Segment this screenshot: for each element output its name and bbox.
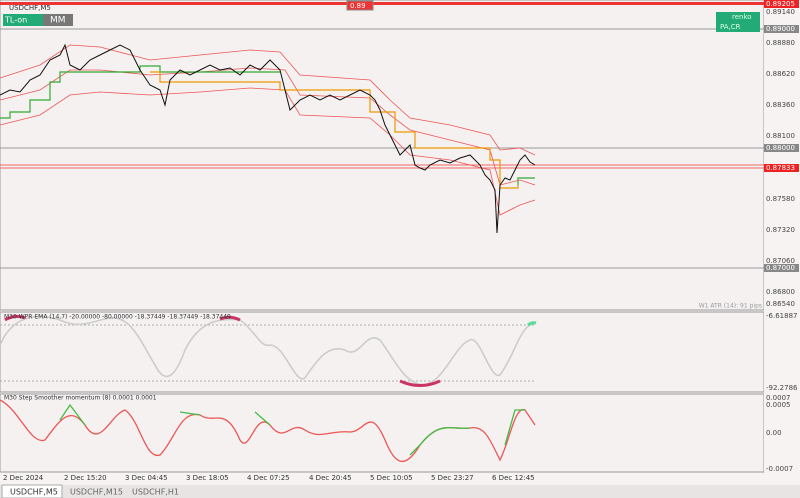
- price-box-label: 0.89205: [766, 0, 795, 8]
- wpr-axis: -92.2786: [766, 384, 798, 392]
- time-label: 3 Dec 18:05: [186, 474, 229, 482]
- price-label: 0.88100: [766, 132, 795, 140]
- momentum-up: [59, 403, 525, 456]
- time-label: 2 Dec 15:20: [64, 474, 107, 482]
- price-label: 0.86540: [766, 300, 795, 308]
- trail-green-2: [517, 177, 535, 185]
- mom-axis: 0.00: [766, 429, 782, 437]
- main-pane: [0, 0, 765, 311]
- wpr-line: [0, 315, 536, 386]
- button[interactable]: [43, 14, 73, 26]
- price-box-label: 0.88000: [766, 144, 795, 152]
- price-label: 0.88880: [766, 39, 795, 47]
- center-box: [346, 0, 374, 11]
- trail-green: [0, 65, 280, 119]
- price-box-label: 0.87833: [766, 164, 795, 172]
- time-label: 2 Dec 2024: [3, 474, 44, 482]
- bands: [0, 44, 536, 216]
- top-line: [0, 2, 764, 5]
- button-label[interactable]: PA,CR: [720, 23, 741, 31]
- button[interactable]: [716, 12, 760, 32]
- wpr-pane: [0, 311, 765, 393]
- price: [0, 43, 536, 234]
- price-box-label: 0.87000: [766, 264, 795, 272]
- atr-info: W1 ATR (14): 91 pips: [699, 303, 762, 310]
- tab-label[interactable]: USDCHF,M5: [10, 488, 58, 497]
- wpr-title: M30 WPR EMA (14,7) -20.00000 -80.00000 -…: [4, 314, 231, 321]
- mom-axis: -0.0007: [766, 465, 793, 473]
- symbol: USDCHF,M5: [9, 4, 51, 12]
- tab-label[interactable]: USDCHF,M15: [70, 488, 123, 497]
- time-label: 5 Dec 10:05: [370, 474, 413, 482]
- button-label[interactable]: MM: [50, 16, 66, 26]
- time-label: 3 Dec 04:45: [125, 474, 168, 482]
- button-label[interactable]: renko: [732, 13, 752, 21]
- price-label: 0.87580: [766, 195, 795, 203]
- price-box-label: 0.89000: [766, 25, 795, 33]
- price-label: 0.88360: [766, 101, 795, 109]
- price-box: [764, 164, 799, 172]
- price-box: [764, 144, 799, 152]
- price-box: [764, 264, 799, 272]
- tab[interactable]: [1, 484, 63, 498]
- mom-axis: 0.0005: [766, 401, 791, 409]
- time-label: 4 Dec 07:25: [247, 474, 290, 482]
- mom-axis: 0.0007: [766, 394, 791, 402]
- price-label: 0.89140: [766, 8, 795, 16]
- tab-bar: [0, 485, 800, 498]
- momentum-title: M30 Step Smoother momentum (8) 0.0001 0.…: [4, 395, 157, 402]
- price-label: 0.87060: [766, 257, 795, 265]
- center-label: 0.89: [350, 2, 366, 10]
- time-label: 5 Dec 23:27: [431, 474, 474, 482]
- wpr-extreme: [4, 314, 441, 387]
- price-label: 0.87320: [766, 226, 795, 234]
- button-label[interactable]: TL-on: [4, 16, 27, 25]
- price-label: 0.88620: [766, 70, 795, 78]
- time-label: 6 Dec 12:45: [492, 474, 535, 482]
- trail-orange: [150, 71, 519, 189]
- wpr-axis: -6.61887: [766, 312, 797, 320]
- button[interactable]: [3, 14, 43, 26]
- tab-label[interactable]: USDCHF,H1: [132, 488, 179, 497]
- price-box: [764, 25, 799, 33]
- price-box: [764, 0, 799, 8]
- time-label: 4 Dec 20:45: [309, 474, 352, 482]
- price-label: 0.86800: [766, 288, 795, 296]
- wpr-extreme: [527, 321, 537, 327]
- price-axis: [764, 0, 800, 472]
